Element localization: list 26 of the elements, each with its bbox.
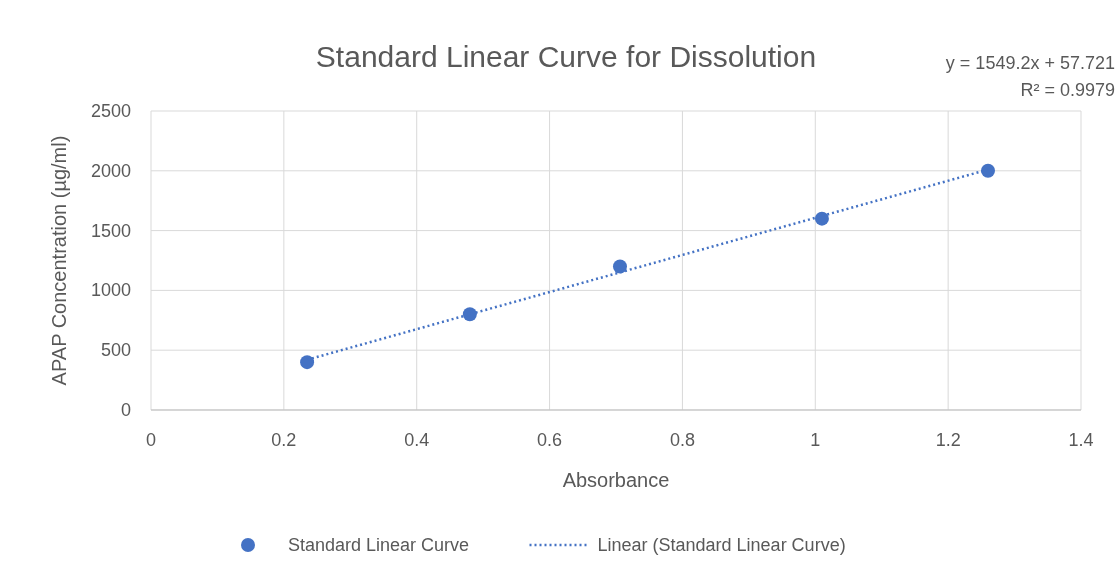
- text: y = 1549.2x + 57.721: [945, 53, 1115, 73]
- point: [300, 355, 315, 370]
- y-tick-label: 1000: [90, 280, 131, 301]
- y-axis-title: APAP Concentration (µg/ml): [48, 135, 70, 386]
- point: [462, 307, 477, 322]
- text: R² = 0.9979: [1020, 80, 1115, 100]
- x-tick-label: 1.4: [1068, 430, 1094, 450]
- x-tick-label: 0.8: [669, 430, 695, 450]
- y-tick-label: 0: [120, 400, 131, 420]
- y-tick-label: 2000: [90, 160, 131, 181]
- x-tick-label: 0.4: [404, 430, 430, 450]
- y-tick-label: 2500: [90, 101, 131, 121]
- legend-label: Standard Linear Curve: [288, 535, 470, 555]
- x-tick-label: 1: [810, 430, 821, 450]
- point: [612, 259, 627, 274]
- x-axis-title: Absorbance: [562, 469, 670, 491]
- x-tick-label: 0: [145, 430, 157, 450]
- x-tick-label: 0.2: [271, 430, 297, 450]
- legend-label: Linear (Standard Linear Curve): [597, 535, 846, 555]
- point: [981, 163, 995, 178]
- point: [814, 211, 829, 226]
- x-tick-label: 1.2: [935, 430, 961, 450]
- y-tick-label: 500: [100, 340, 131, 361]
- chart-title: Standard Linear Curve for Dissolution: [315, 40, 817, 73]
- y-tick-label: 1500: [90, 220, 131, 241]
- x-tick-label: 0.6: [537, 430, 563, 450]
